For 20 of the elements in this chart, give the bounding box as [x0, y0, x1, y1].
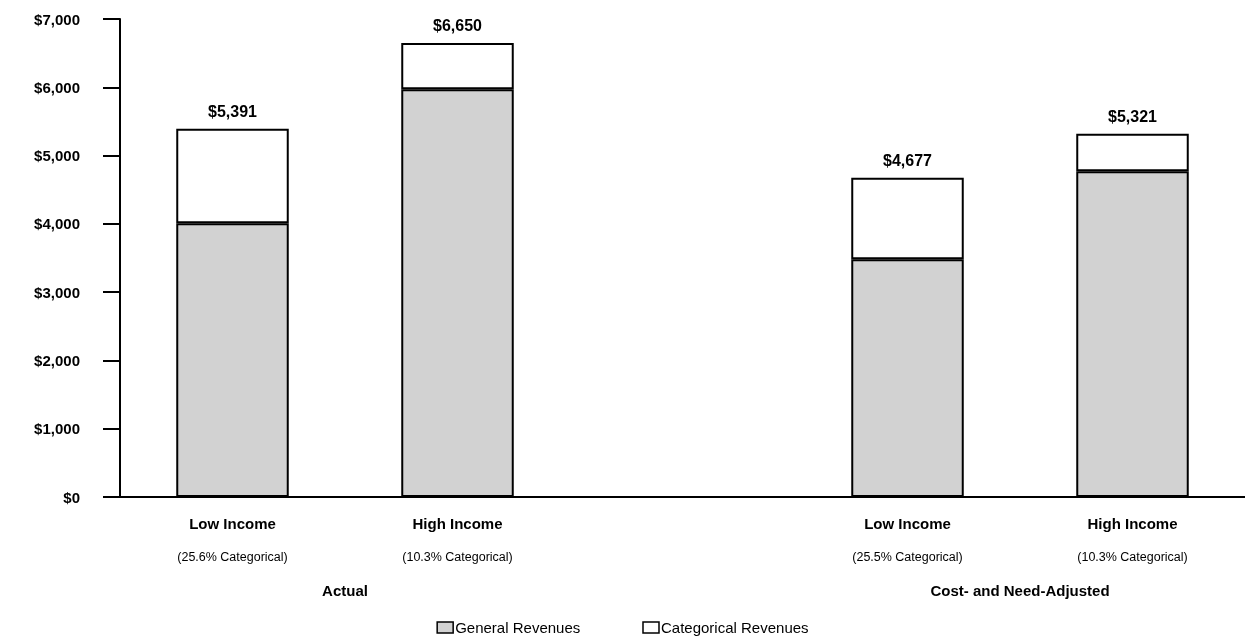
- legend-label: General Revenues: [455, 619, 581, 636]
- category-label: Low Income (25.6% Categorical): [177, 514, 288, 564]
- category-label: High Income (10.3% Categorical): [402, 514, 513, 564]
- y-tick-label: $4,000: [34, 215, 80, 233]
- y-tick-label: $0: [63, 488, 80, 506]
- text: Cost- and Need-Adjusted: [930, 581, 1110, 599]
- total-label: $6,650: [433, 17, 483, 35]
- total-label: $4,677: [883, 152, 933, 170]
- y-tick-label: $6,000: [34, 78, 80, 96]
- y-tick-label: $2,000: [34, 351, 80, 369]
- category-label: Low Income (25.5% Categorical): [852, 514, 963, 564]
- total-label: $5,391: [208, 103, 258, 121]
- legend-label: Categorical Revenues: [661, 619, 809, 636]
- total-label: $5,321: [1108, 108, 1158, 126]
- text: Actual: [322, 581, 368, 599]
- category-label: High Income (10.3% Categorical): [1077, 514, 1188, 564]
- y-tick-label: $3,000: [34, 283, 80, 301]
- y-tick-label: $1,000: [34, 420, 80, 438]
- y-tick-label: $5,000: [34, 147, 80, 165]
- y-tick-label: $7,000: [34, 10, 80, 28]
